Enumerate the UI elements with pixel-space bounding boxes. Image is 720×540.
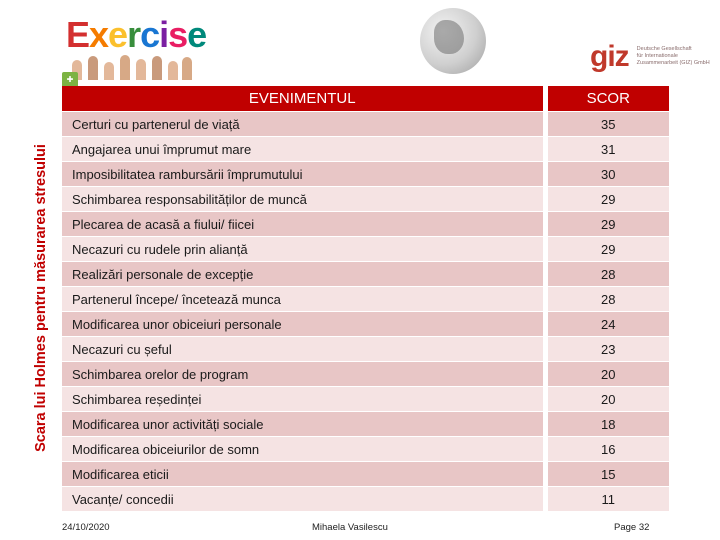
event-cell: Modificarea unor activități sociale: [62, 411, 545, 437]
score-cell: 20: [542, 361, 669, 387]
giz-sub-line: Zusammenarbeit (GIZ) GmbH: [636, 60, 710, 66]
score-cell: 28: [542, 261, 669, 287]
exercise-banner-image: Exercise: [60, 10, 207, 80]
event-cell: Vacanțe/ concedii: [62, 486, 545, 511]
table-row: Modificarea unor obiceiuri personale 24: [62, 311, 669, 337]
event-cell: Schimbarea responsabilităților de muncă: [62, 186, 545, 212]
exercise-word: Exercise: [66, 14, 207, 55]
footer-date: 24/10/2020: [62, 522, 110, 533]
event-cell: Schimbarea orelor de program: [62, 361, 545, 387]
table-row: Schimbarea orelor de program 20: [62, 361, 669, 387]
table-row: Imposibilitatea rambursării împrumutului…: [62, 161, 669, 187]
table-row: Plecarea de acasă a fiului/ fiicei 29: [62, 211, 669, 237]
globe-icon: [420, 8, 486, 74]
giz-logo-text: giz: [590, 40, 630, 73]
table-row: Realizări personale de excepție 28: [62, 261, 669, 287]
giz-logo: giz Deutsche Gesellschaft für Internatio…: [590, 42, 710, 78]
score-cell: 11: [542, 486, 669, 511]
table-row: Modificarea obiceiurilor de somn 16: [62, 436, 669, 462]
event-cell: Imposibilitatea rambursării împrumutului: [62, 161, 545, 187]
score-cell: 30: [542, 161, 669, 187]
table-row: Modificarea unor activități sociale 18: [62, 411, 669, 437]
score-cell: 20: [542, 386, 669, 412]
event-cell: Modificarea eticii: [62, 461, 545, 487]
score-cell: 18: [542, 411, 669, 437]
event-cell: Schimbarea reședinței: [62, 386, 545, 412]
giz-sub-line: Deutsche Gesellschaft: [636, 46, 692, 52]
event-cell: Plecarea de acasă a fiului/ fiicei: [62, 211, 545, 237]
score-cell: 29: [542, 211, 669, 237]
score-cell: 15: [542, 461, 669, 487]
header-event: EVENIMENTUL: [62, 86, 545, 112]
event-cell: Realizări personale de excepție: [62, 261, 545, 287]
event-cell: Modificarea obiceiurilor de somn: [62, 436, 545, 462]
score-cell: 24: [542, 311, 669, 337]
table-header-row: EVENIMENTUL SCOR: [62, 86, 669, 112]
hands-illustration: [66, 54, 194, 80]
table-row: Angajarea unui împrumut mare 31: [62, 136, 669, 162]
table-row: Schimbarea reședinței 20: [62, 386, 669, 412]
giz-sub-line: für Internationale: [636, 53, 678, 59]
table-row: Certuri cu partenerul de viață 35: [62, 111, 669, 137]
event-cell: Certuri cu partenerul de viață: [62, 111, 545, 137]
event-cell: Necazuri cu șeful: [62, 336, 545, 362]
footer-page: Page 32: [614, 522, 650, 533]
score-cell: 29: [542, 236, 669, 262]
side-title: Scara lui Holmes pentru măsurarea stresu…: [30, 90, 52, 505]
stress-events-table: EVENIMENTUL SCOR Certuri cu partenerul d…: [62, 86, 669, 511]
event-cell: Necazuri cu rudele prin alianță: [62, 236, 545, 262]
score-cell: 16: [542, 436, 669, 462]
event-cell: Modificarea unor obiceiuri personale: [62, 311, 545, 337]
event-cell: Angajarea unui împrumut mare: [62, 136, 545, 162]
score-cell: 35: [542, 111, 669, 137]
side-title-text: Scara lui Holmes pentru măsurarea stresu…: [33, 143, 49, 452]
score-cell: 29: [542, 186, 669, 212]
giz-logo-subtitle: Deutsche Gesellschaft für Internationale…: [637, 42, 710, 67]
table-row: Necazuri cu rudele prin alianță 29: [62, 236, 669, 262]
small-logo-icon: ✚: [62, 72, 78, 88]
header-score: SCOR: [542, 86, 669, 112]
score-cell: 28: [542, 286, 669, 312]
score-cell: 31: [542, 136, 669, 162]
footer-author: Mihaela Vasilescu: [312, 522, 388, 533]
table-row: Vacanțe/ concedii 11: [62, 486, 669, 511]
table-row: Schimbarea responsabilităților de muncă 2…: [62, 186, 669, 212]
table-row: Necazuri cu șeful 23: [62, 336, 669, 362]
table-row: Modificarea eticii 15: [62, 461, 669, 487]
score-cell: 23: [542, 336, 669, 362]
event-cell: Partenerul începe/ încetează munca: [62, 286, 545, 312]
table-row: Partenerul începe/ încetează munca 28: [62, 286, 669, 312]
